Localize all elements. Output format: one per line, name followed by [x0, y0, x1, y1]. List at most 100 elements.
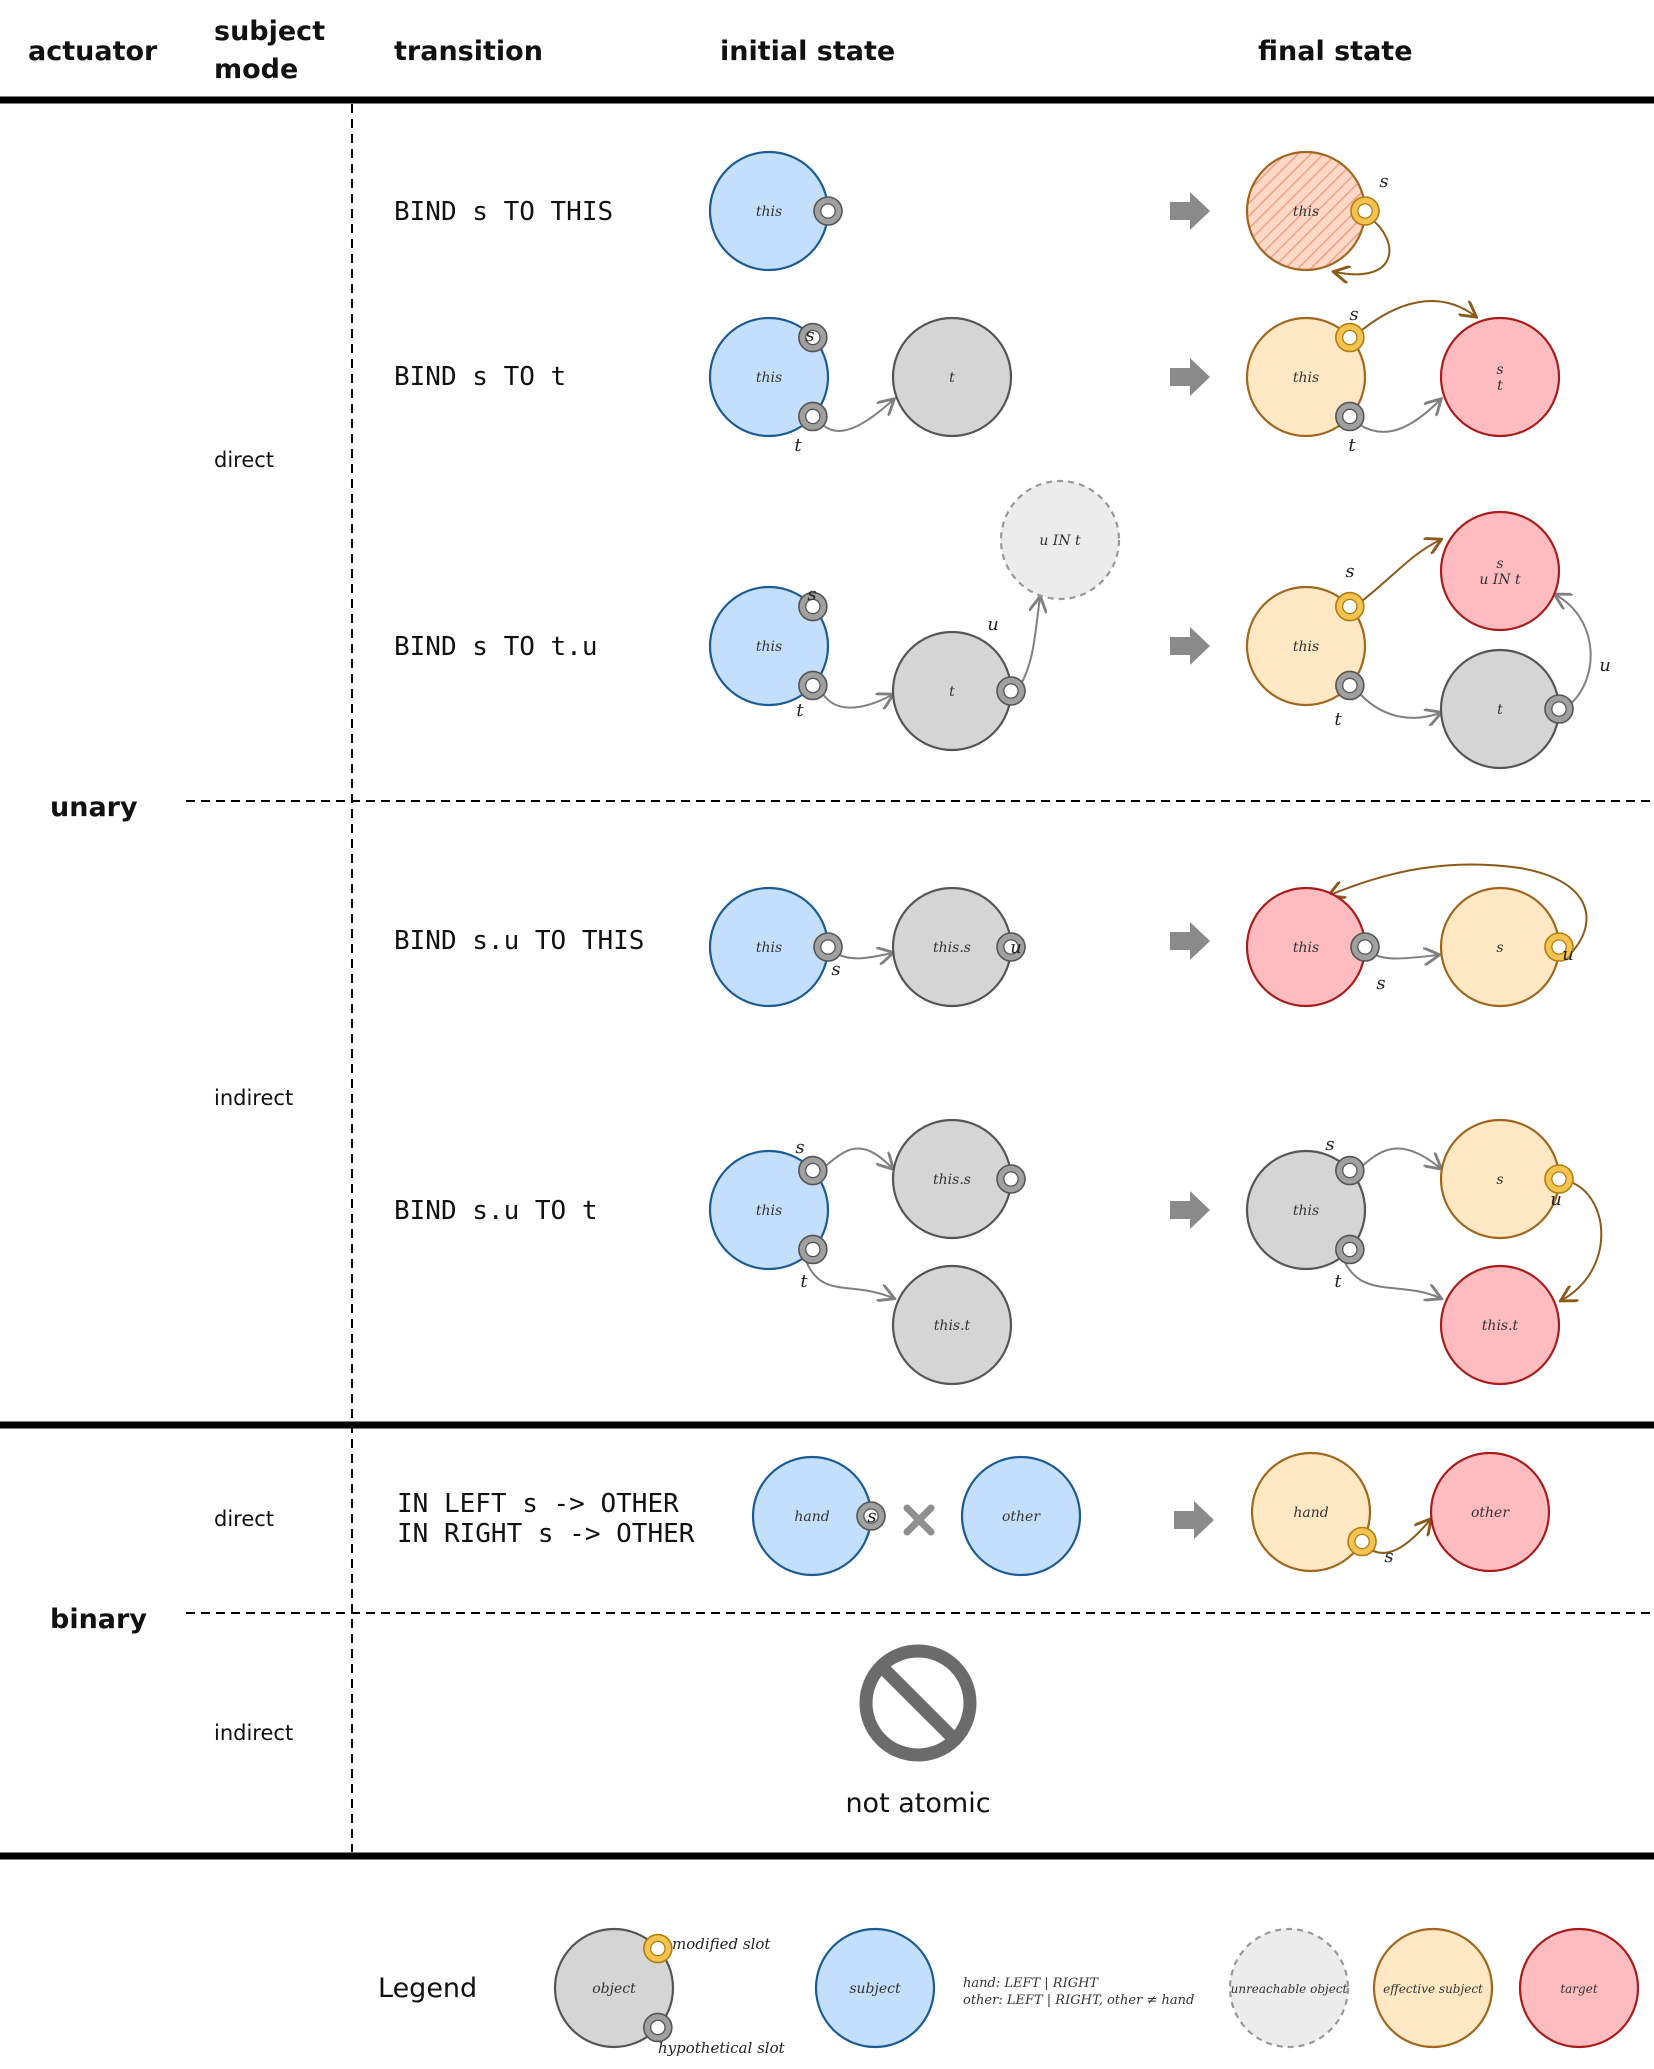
r2-init-slot-t	[798, 401, 828, 432]
r5-init-slot-s	[798, 1155, 828, 1186]
r5-transition-arrow	[1170, 1191, 1210, 1229]
header-initial-state: initial state	[720, 36, 895, 67]
r2-init-this-node-label: this	[756, 370, 782, 386]
r1-init-slot-s	[813, 196, 843, 226]
not-atomic-label: not atomic	[845, 1788, 990, 1819]
r5-final-target-node	[1439, 1264, 1561, 1386]
legend-modified-slot: modified slot	[672, 1935, 771, 1953]
diagram-slots	[643, 196, 1574, 2043]
r2-init-slot-s-label: s	[805, 325, 814, 346]
group-label-unary: unary	[50, 792, 138, 823]
r4-final-slot-s-label: s	[1376, 973, 1385, 994]
transition-bind-s-u-to-this: BIND s.u TO THIS	[394, 926, 644, 956]
r3-init-unreachable-node	[999, 479, 1121, 601]
r4-init-slot-s	[813, 932, 843, 962]
transition-in-left: IN LEFT s -> OTHER	[397, 1489, 679, 1519]
b1-final-slot-s-label: s	[1384, 1546, 1393, 1567]
r2-final-this-node	[1245, 316, 1367, 438]
r3-final-edge-u	[1556, 595, 1592, 707]
r5-final-s-node-label: s	[1496, 1172, 1503, 1188]
transition-bind-s-to-t-u: BIND s TO t.u	[394, 632, 598, 662]
r2-final-edge-t	[1359, 400, 1440, 433]
legend-effective-subject-label: effective subject	[1383, 1982, 1483, 1996]
r3-final-edge-s	[1361, 540, 1440, 602]
r3-init-slot-t-label: t	[796, 700, 804, 721]
b1-init-hand-node-label: hand	[794, 1509, 829, 1525]
b1-final-edge-s	[1367, 1520, 1430, 1554]
b1-final-hand-node-label: hand	[1293, 1505, 1328, 1521]
b1-init-other-node-label: other	[1002, 1509, 1041, 1525]
r5-init-this-t-node-label: this.t	[934, 1318, 971, 1334]
r1-transition-arrow	[1170, 192, 1210, 230]
r3-init-slot-t	[798, 670, 828, 701]
r4-final-this-node-label: this	[1293, 940, 1319, 956]
legend-hand-note: hand: LEFT | RIGHT	[963, 1976, 1099, 1991]
r4-init-edge-s	[835, 953, 892, 958]
transition-bind-s-to-t: BIND s TO t	[394, 362, 566, 392]
b1-transition-arrow	[1174, 1501, 1214, 1539]
r3-init-slot-s-label: s	[807, 584, 816, 605]
forbidden-icon	[859, 1644, 977, 1762]
r2-init-this-node	[708, 316, 830, 438]
r3-final-slot-u-label: u	[1599, 655, 1611, 676]
r5-final-edge-u	[1562, 1182, 1603, 1300]
r5-final-this-node	[1245, 1149, 1367, 1271]
r5-final-slot-t-label: t	[1334, 1271, 1342, 1292]
b1-init-other-node	[960, 1455, 1082, 1577]
r3-init-slot-u	[996, 676, 1026, 706]
r2-final-slot-t-label: t	[1348, 435, 1356, 456]
r1-init-this-node-label: this	[756, 204, 782, 220]
r4-init-this-s-node-label: this.s	[933, 940, 971, 956]
r3-init-edge-t	[822, 694, 892, 708]
r5-init-slot-t	[798, 1234, 828, 1265]
header-subject-mode-line1: subject	[214, 16, 325, 47]
diagram-edges	[804, 217, 1603, 1554]
transition-bind-s-to-this: BIND s TO THIS	[394, 197, 613, 227]
mode-label-binary-indirect: indirect	[214, 1721, 293, 1745]
r2-final-this-node-label: this	[1293, 370, 1319, 386]
r3-transition-arrow	[1170, 627, 1210, 665]
b1-init-slot-s	[856, 1501, 886, 1531]
r4-init-slot-u	[996, 932, 1026, 962]
legend-hypothetical-slot-icon	[643, 2012, 673, 2043]
r2-final-edge-s	[1361, 300, 1475, 331]
r5-final-slot-s	[1335, 1155, 1365, 1186]
r2-final-target-node-label: s	[1496, 362, 1503, 378]
r4-init-this-node-label: this	[756, 940, 782, 956]
table-header: actuator subject mode transition initial…	[28, 16, 1413, 85]
r4-final-edge-u	[1330, 863, 1588, 953]
r5-init-this-t-node	[891, 1264, 1013, 1386]
legend-object-node-label: object	[592, 1981, 636, 1997]
r2-final-target-node	[1439, 316, 1561, 438]
r4-final-slot-u-label: u	[1562, 944, 1574, 965]
legend-target-label: target	[1560, 1982, 1597, 1996]
r3-final-slot-s	[1335, 591, 1365, 622]
r5-final-edge-s	[1359, 1147, 1440, 1168]
r3-final-this-node	[1245, 585, 1367, 707]
diagram-nodes	[553, 150, 1640, 2049]
transition-arrows	[1170, 192, 1214, 1539]
r3-init-this-node-label: this	[756, 639, 782, 655]
legend-unreachable-label: unreachable object	[1231, 1982, 1348, 1996]
r5-final-slot-u-label: u	[1550, 1189, 1562, 1210]
r3-final-target-node-label: s	[1496, 556, 1503, 572]
mode-label-unary-indirect: indirect	[214, 1086, 293, 1110]
r4-final-slot-u	[1544, 932, 1574, 962]
r3-init-t-node-label: t	[949, 684, 955, 700]
r1-final-slot-s-label: s	[1379, 171, 1388, 192]
r4-final-s-node-label: s	[1496, 940, 1503, 956]
r5-init-this-node	[708, 1149, 830, 1271]
r2-final-slot-s-label: s	[1349, 304, 1358, 325]
header-actuator: actuator	[28, 36, 158, 67]
cross-icon	[903, 1504, 935, 1536]
r5-final-slot-u	[1544, 1164, 1574, 1194]
header-transition: transition	[394, 36, 543, 67]
r2-final-slot-s	[1335, 322, 1365, 353]
r3-init-this-node	[708, 585, 830, 707]
b1-final-other-node	[1429, 1451, 1551, 1573]
b1-final-other-node-label: other	[1471, 1505, 1510, 1521]
r3-final-edge-t	[1359, 693, 1440, 718]
r4-init-slot-s-label: s	[831, 959, 840, 980]
